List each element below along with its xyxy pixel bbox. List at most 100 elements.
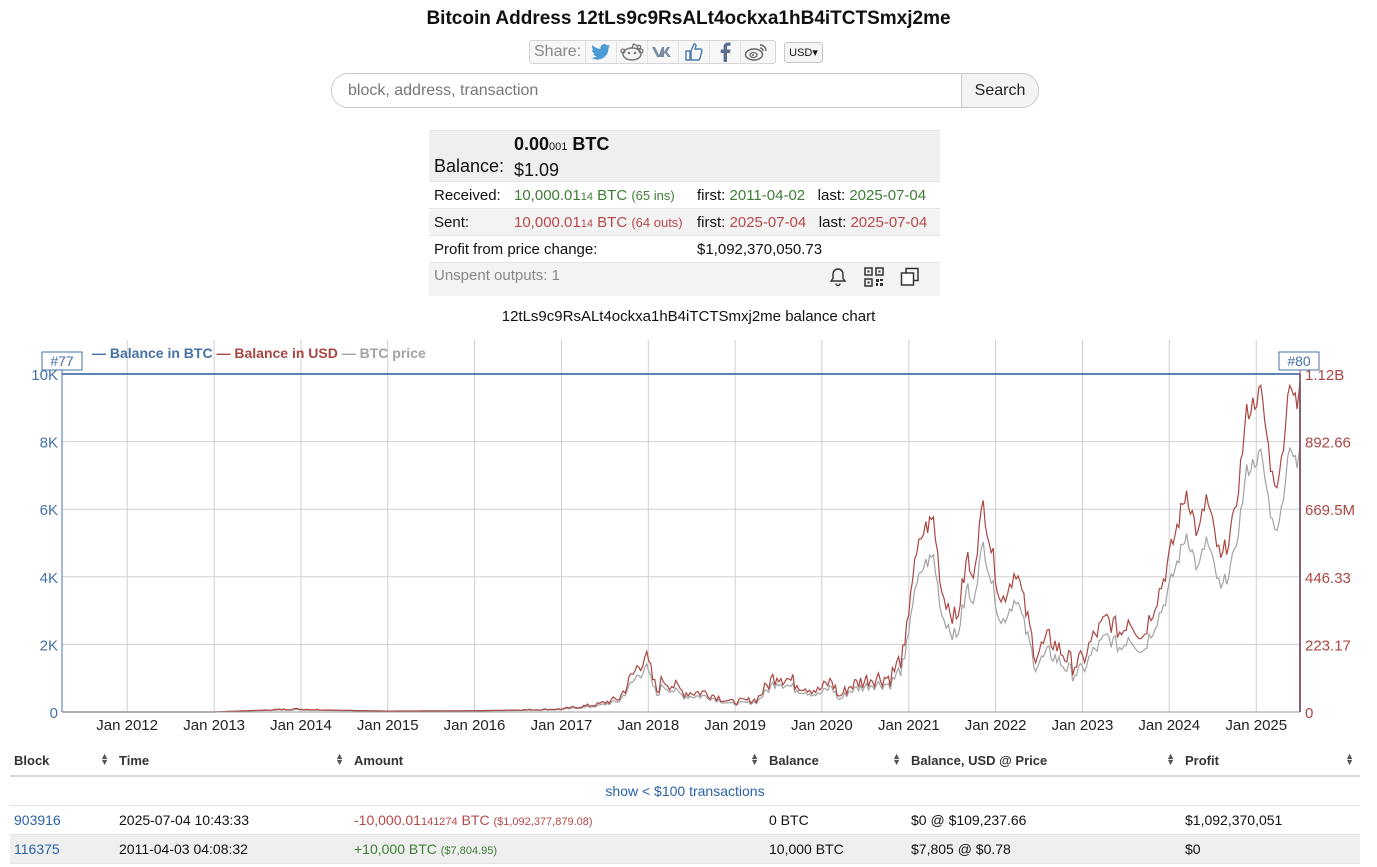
column-header-time[interactable]: Time ▲ ▼ [115, 745, 350, 777]
balance-row: Balance: 0.00001 BTC $1.09 [429, 130, 940, 181]
x-axis-tick-label: Jan 2021 [878, 717, 940, 734]
sent-amount: 10,000.0114 BTC (64 outs) [514, 214, 697, 231]
svg-text:— Balance in BTC — Bala: — Balance in BTC — Balance in USD — BTC … [92, 345, 426, 361]
twitter-icon[interactable] [585, 41, 616, 63]
left-axis-tick-label: 6K [40, 502, 58, 519]
x-axis-tick-label: Jan 2019 [704, 717, 766, 734]
x-axis-tick-label: Jan 2022 [965, 717, 1027, 734]
balance-btc: 0.00001 BTC [514, 132, 940, 159]
sent-count: (64 outs) [631, 214, 683, 230]
share-box: Share: [529, 40, 777, 64]
weibo-icon[interactable] [740, 41, 771, 63]
search-input[interactable] [332, 74, 961, 107]
sent-small: 14 [580, 217, 593, 230]
tx-amount: -10,000.01141274 BTC ($1,092,377,879.08) [350, 805, 765, 835]
share-label: Share: [534, 43, 582, 60]
tx-amount-usd: ($1,092,377,879.08) [493, 816, 593, 828]
chart-axes: 0 0 2K 223.17 4K 446.33 6K 669.5M 8K 892.66 10K 1.1… [31, 364, 1355, 734]
share-bar: Share: USD▾ [529, 40, 823, 64]
balance-btc-small: 001 [549, 140, 568, 153]
sent-main: 10,000.01 [514, 213, 581, 231]
column-header-balance-usd[interactable]: Balance, USD @ Price ▲ ▼ [907, 745, 1181, 777]
x-axis-tick-label: Jan 2015 [357, 717, 419, 734]
tx-profit: $0 [1181, 834, 1360, 864]
tx-amount-unit: BTC [405, 841, 441, 857]
unspent-outputs[interactable]: Unspent outputs: 1 [434, 267, 560, 284]
right-axis-tick-label: 223.17 [1305, 637, 1351, 654]
show-small-transactions-link[interactable]: show < $100 transactions [605, 783, 765, 799]
left-axis-tick-label: 8K [40, 435, 58, 452]
x-axis-tick-label: Jan 2024 [1138, 717, 1200, 734]
copy-icon[interactable] [900, 267, 920, 291]
page-title: Bitcoin Address 12tLs9c9RsALt4ockxa1hB4i… [426, 8, 951, 29]
balance-btc-unit: BTC [567, 133, 610, 154]
like-icon[interactable] [678, 41, 709, 63]
tx-amount: +10,000 BTC ($7,804.95) [350, 834, 765, 864]
sent-first: 2025-07-04 [729, 213, 807, 231]
tx-profit: $1,092,370,051 [1181, 805, 1360, 835]
received-dates: first: 2011-04-02 last: 2025-07-04 [697, 187, 926, 204]
marker-77[interactable]: #77 [41, 351, 83, 371]
right-axis-tick-label: 446.33 [1305, 570, 1351, 587]
sent-first-label: first: [697, 213, 726, 231]
tx-amount-main: +10,000 [354, 841, 405, 857]
tx-balance: 0 BTC [765, 805, 907, 835]
search-button[interactable]: Search [961, 74, 1038, 107]
vk-icon[interactable] [647, 41, 678, 63]
column-header-profit[interactable]: Profit ▲ ▼ [1181, 745, 1360, 777]
legend-btc-price[interactable]: — BTC price [342, 345, 426, 361]
currency-select[interactable]: USD▾ [784, 41, 823, 63]
sent-last-label: last: [818, 213, 847, 231]
column-header-balance[interactable]: Balance ▲ ▼ [765, 745, 907, 777]
received-main: 10,000.01 [514, 186, 581, 204]
balance-chart[interactable]: 0 0 2K 223.17 4K 446.33 6K 669.5M 8K 892.66 10K 1.1… [0, 340, 1377, 740]
legend-balance-btc[interactable]: — Balance in BTC [92, 345, 213, 361]
reddit-icon[interactable] [616, 41, 647, 63]
balance-label: Balance: [434, 156, 505, 176]
search-bar: Search [331, 73, 1039, 108]
left-axis-tick-label: 0 [50, 705, 58, 722]
x-axis-tick-label: Jan 2018 [617, 717, 679, 734]
sent-unit: BTC [592, 213, 632, 231]
marker-80[interactable]: #80 [1278, 351, 1320, 371]
block-link[interactable]: 116375 [14, 841, 60, 857]
received-label: Received: [434, 186, 501, 204]
x-axis-tick-label: Jan 2016 [444, 717, 506, 734]
received-small: 14 [580, 190, 593, 203]
bell-icon[interactable] [828, 267, 848, 291]
show-small-transactions-row: show < $100 transactions [10, 776, 1360, 806]
left-axis-tick-label: 4K [40, 570, 58, 587]
received-first: 2011-04-02 [729, 186, 806, 204]
received-last-label: last: [817, 186, 846, 204]
chart-legend[interactable]: — Balance in BTC — Balance in USD — BTC … [92, 345, 426, 361]
tx-amount-main: -10,000.01 [354, 812, 421, 828]
x-axis-tick-label: Jan 2023 [1052, 717, 1114, 734]
balance-btc-main: 0.00 [514, 133, 550, 154]
sent-label: Sent: [434, 213, 470, 231]
right-axis-tick-label: 0 [1305, 705, 1313, 722]
right-axis-tick-label: 1.12B [1305, 367, 1344, 384]
facebook-icon[interactable] [709, 41, 740, 63]
qr-code-icon[interactable] [864, 267, 884, 291]
unspent-row: Unspent outputs: 1 [429, 262, 940, 296]
x-axis-tick-label: Jan 2013 [183, 717, 245, 734]
column-header-amount[interactable]: Amount ▲ ▼ [350, 745, 765, 777]
balance-usd-line [62, 382, 1301, 713]
received-last: 2025-07-04 [849, 186, 927, 204]
tx-amount-unit: BTC [457, 812, 494, 828]
tx-time: 2011-04-03 04:08:32 [115, 834, 350, 864]
tx-amount-usd: ($7,804.95) [440, 845, 498, 857]
x-axis-tick-label: Jan 2025 [1225, 717, 1287, 734]
svg-text:#77: #77 [50, 353, 74, 369]
left-axis-tick-label: 2K [40, 637, 58, 654]
sent-row: Sent: 10,000.0114 BTC (64 outs) first: 2… [429, 208, 940, 235]
tx-balance: 10,000 BTC [765, 834, 907, 864]
chart-title: 12tLs9c9RsALt4ockxa1hB4iTCTSmxj2me balan… [501, 308, 876, 325]
received-unit: BTC [592, 186, 632, 204]
column-header-block[interactable]: Block ▲ ▼ [10, 745, 115, 777]
block-link[interactable]: 903916 [14, 812, 61, 828]
tx-balance-usd: $7,805 @ $0.78 [907, 834, 1181, 864]
tx-time: 2025-07-04 10:43:33 [115, 805, 350, 835]
received-count: (65 ins) [631, 187, 675, 203]
legend-balance-usd[interactable]: — Balance in USD [216, 345, 337, 361]
